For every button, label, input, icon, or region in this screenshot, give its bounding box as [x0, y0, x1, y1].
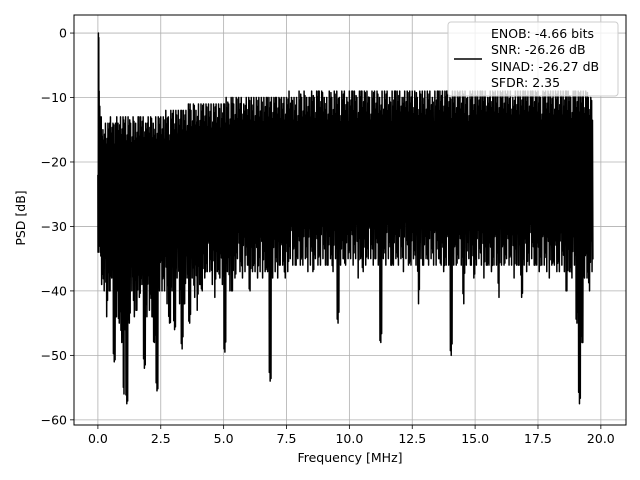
y-tick-label: −20 [41, 154, 67, 169]
x-axis-label: Frequency [MHz] [297, 450, 402, 465]
x-tick-label: 2.5 [151, 431, 171, 446]
y-tick-label: −50 [41, 348, 67, 363]
legend-entry-enob: ENOB: -4.66 bits [491, 26, 594, 41]
plot-area-frame [73, 14, 627, 426]
x-tick-label: 5.0 [214, 431, 234, 446]
x-tick-label: 7.5 [277, 431, 297, 446]
x-axis-ticks: 0.0 2.5 5.0 7.5 10.0 12.5 15.0 17.5 20.0 [88, 425, 615, 446]
x-tick-label: 0.0 [88, 431, 108, 446]
x-tick-label: 20.0 [587, 431, 615, 446]
data-layer [97, 32, 594, 405]
y-tick-label: −10 [41, 90, 67, 105]
y-tick-label: 0 [59, 26, 67, 41]
x-tick-label: 17.5 [524, 431, 552, 446]
y-tick-label: −40 [41, 283, 67, 298]
legend-entry-sfdr: SFDR: 2.35 [491, 75, 560, 90]
x-tick-label: 12.5 [398, 431, 426, 446]
legend-entry-sinad: SINAD: -26.27 dB [491, 59, 599, 74]
y-tick-label: −60 [41, 412, 67, 427]
y-axis-label: PSD [dB] [13, 190, 28, 245]
psd-series-line [97, 32, 594, 405]
y-axis-ticks: 0 −10 −20 −30 −40 −50 −60 [41, 26, 74, 427]
x-tick-label: 15.0 [461, 431, 489, 446]
y-tick-label: −30 [41, 219, 67, 234]
legend: ENOB: -4.66 bits SNR: -26.26 dB SINAD: -… [447, 21, 619, 97]
legend-entry-snr: SNR: -26.26 dB [491, 42, 586, 57]
x-tick-label: 10.0 [335, 431, 363, 446]
legend-box [447, 21, 619, 97]
